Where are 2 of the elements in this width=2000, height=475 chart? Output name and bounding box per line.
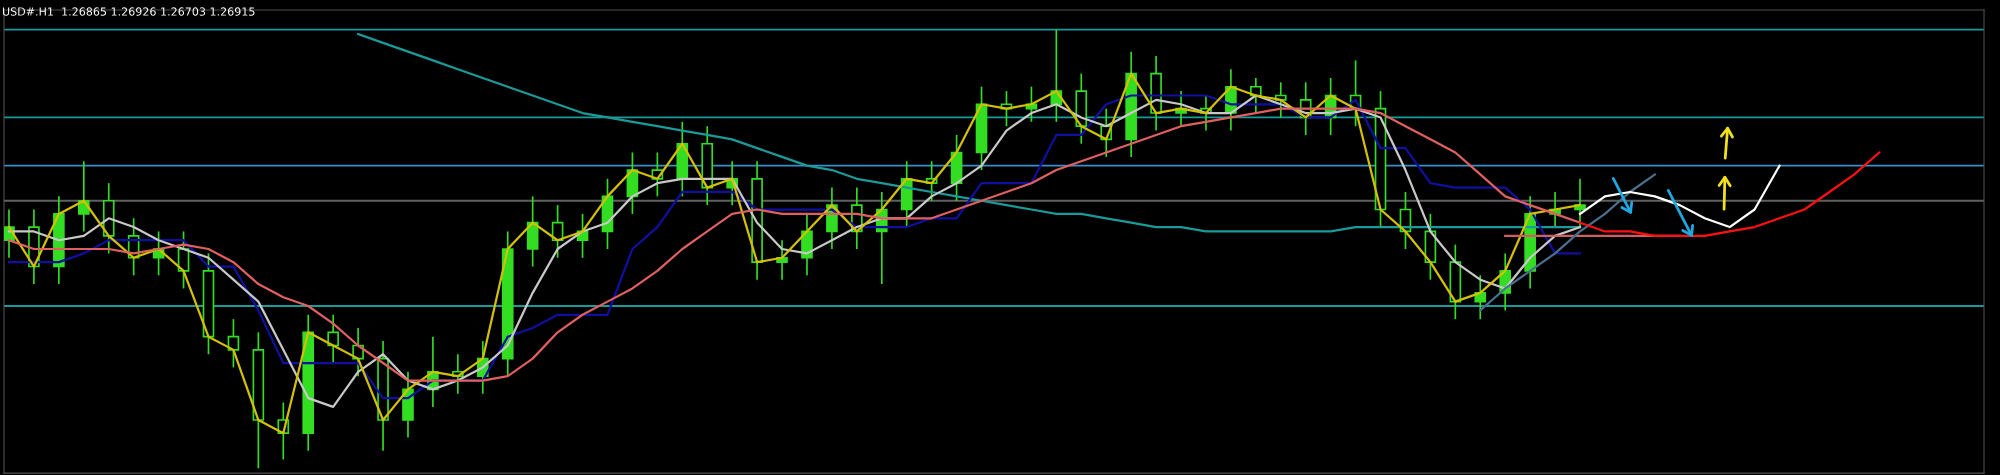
candlestick bbox=[327, 313, 339, 364]
chart-title: USD#.H1 1.26865 1.26926 1.26703 1.26915 bbox=[2, 7, 255, 16]
